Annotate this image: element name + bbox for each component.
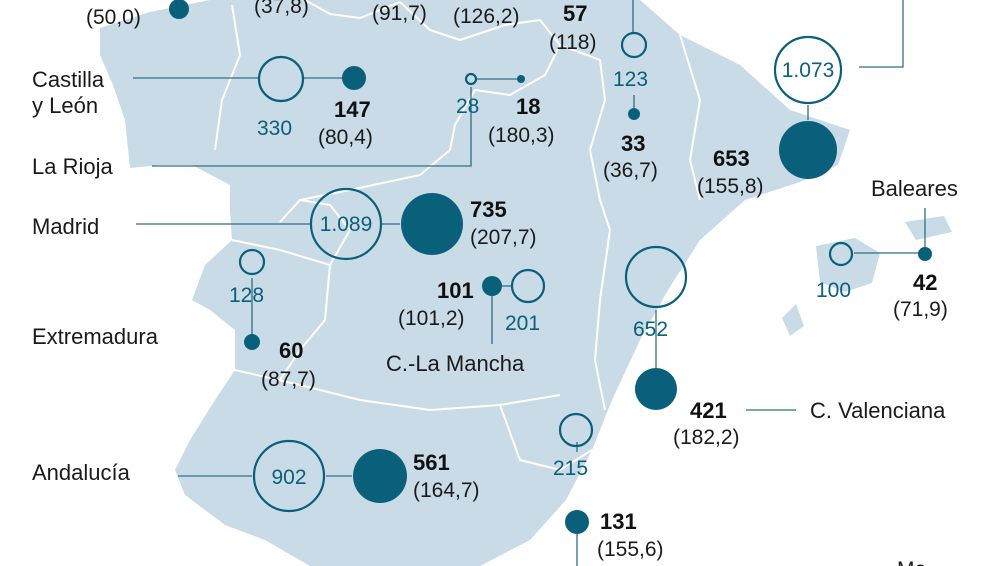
par-cataluna: (155,8) — [697, 175, 764, 198]
filled-value-la-rioja: 18 — [516, 94, 540, 119]
filled-value-navarra: 57 — [563, 1, 587, 26]
par-baleares: (71,9) — [893, 298, 948, 321]
circle-filled-aragon — [628, 108, 640, 120]
par-pais-vasco: (126,2) — [453, 5, 520, 28]
filled-value-c-valenciana: 421 — [690, 398, 727, 423]
region-label-la-rioja: La Rioja — [32, 154, 113, 179]
par-madrid: (207,7) — [470, 226, 537, 249]
circle-filled-murcia — [565, 510, 589, 534]
open-value-c-valenciana: 652 — [633, 318, 668, 341]
ibiza-island — [782, 304, 804, 336]
region-label-madrid: Madrid — [32, 214, 99, 239]
circle-filled-cataluna — [779, 121, 837, 179]
filled-value-baleares: 42 — [913, 270, 937, 295]
circle-open-murcia — [558, 412, 594, 448]
menorca-island — [905, 216, 952, 240]
circle-filled-la-rioja — [517, 75, 525, 83]
map-labels: Castilla y León La Rioja Madrid Baleares… — [32, 0, 958, 566]
leader-cataluna-top — [859, 0, 904, 68]
circle-open-castilla-la-mancha — [510, 268, 546, 304]
filled-value-extremadura: 60 — [279, 338, 303, 363]
open-value-cataluna: 1.073 — [782, 59, 835, 82]
leader-lines — [133, 0, 926, 566]
region-label-castilla-y-leon-line1: Castilla — [32, 67, 105, 92]
open-value-madrid: 1.089 — [320, 213, 373, 236]
par-extremadura: (87,7) — [261, 368, 316, 391]
circle-filled-andalucia — [353, 449, 407, 503]
land-areas — [100, 0, 952, 566]
corner-text: Me — [897, 558, 926, 566]
open-value-extremadura: 128 — [229, 284, 264, 307]
par-castilla-la-mancha: (101,2) — [398, 307, 465, 330]
par-andalucia: (164,7) — [413, 479, 480, 502]
par-asturias: (37,8) — [254, 0, 309, 18]
open-value-navarra: 123 — [613, 68, 648, 91]
filled-value-murcia: 131 — [600, 509, 637, 534]
circle-filled-castilla-la-mancha — [482, 276, 502, 296]
circle-open-cataluna — [773, 35, 843, 105]
open-value-andalucia: 902 — [271, 466, 306, 489]
circle-open-c-valenciana — [624, 245, 688, 309]
circle-markers — [169, 0, 932, 534]
filled-value-andalucia: 561 — [413, 450, 450, 475]
filled-value-castilla-la-mancha: 101 — [437, 278, 474, 303]
region-label-extremadura: Extremadura — [32, 324, 159, 349]
circle-open-navarra — [620, 31, 648, 59]
open-value-murcia: 215 — [553, 457, 588, 480]
region-label-baleares: Baleares — [871, 176, 958, 201]
circle-filled-c-valenciana — [635, 368, 677, 410]
open-value-castilla-la-mancha: 201 — [505, 312, 540, 335]
filled-value-castilla-y-leon: 147 — [334, 97, 371, 122]
circle-filled-galicia — [169, 0, 189, 19]
par-c-valenciana: (182,2) — [673, 426, 740, 449]
filled-value-aragon: 33 — [621, 131, 645, 156]
region-label-c-valenciana: C. Valenciana — [810, 398, 946, 423]
open-value-la-rioja: 28 — [456, 95, 479, 118]
open-value-castilla-y-leon: 330 — [257, 117, 292, 140]
par-castilla-y-leon: (80,4) — [318, 126, 373, 149]
region-borders — [214, 0, 701, 471]
par-murcia: (155,6) — [597, 538, 664, 561]
circle-filled-castilla-y-leon — [342, 66, 366, 90]
circle-open-extremadura — [238, 248, 266, 276]
circle-filled-baleares — [918, 247, 932, 261]
circle-open-baleares — [828, 241, 854, 267]
par-la-rioja: (180,3) — [488, 124, 555, 147]
filled-value-cataluna: 653 — [713, 146, 750, 171]
leader-la-rioja — [152, 87, 472, 167]
circle-filled-madrid — [401, 193, 463, 255]
circle-filled-extremadura — [244, 334, 260, 350]
filled-value-madrid: 735 — [470, 197, 507, 222]
open-value-baleares: 100 — [816, 279, 851, 302]
region-label-castilla-y-leon-line2: y León — [32, 93, 98, 118]
circle-open-andalucia — [252, 439, 326, 513]
circle-open-madrid — [309, 187, 383, 261]
region-label-castilla-y-leon: Castilla y León — [32, 67, 110, 118]
mallorca-island — [816, 238, 880, 292]
par-navarra: (118) — [549, 31, 596, 54]
par-galicia: (50,0) — [86, 6, 141, 29]
par-cantabria: (91,7) — [372, 2, 427, 25]
circle-open-la-rioja — [464, 72, 478, 86]
region-label-castilla-la-mancha: C.-La Mancha — [386, 351, 525, 376]
circle-open-castilla-y-leon — [257, 55, 305, 103]
region-label-andalucia: Andalucía — [32, 460, 131, 485]
spain-mainland — [100, 0, 850, 566]
par-aragon: (36,7) — [603, 159, 658, 182]
